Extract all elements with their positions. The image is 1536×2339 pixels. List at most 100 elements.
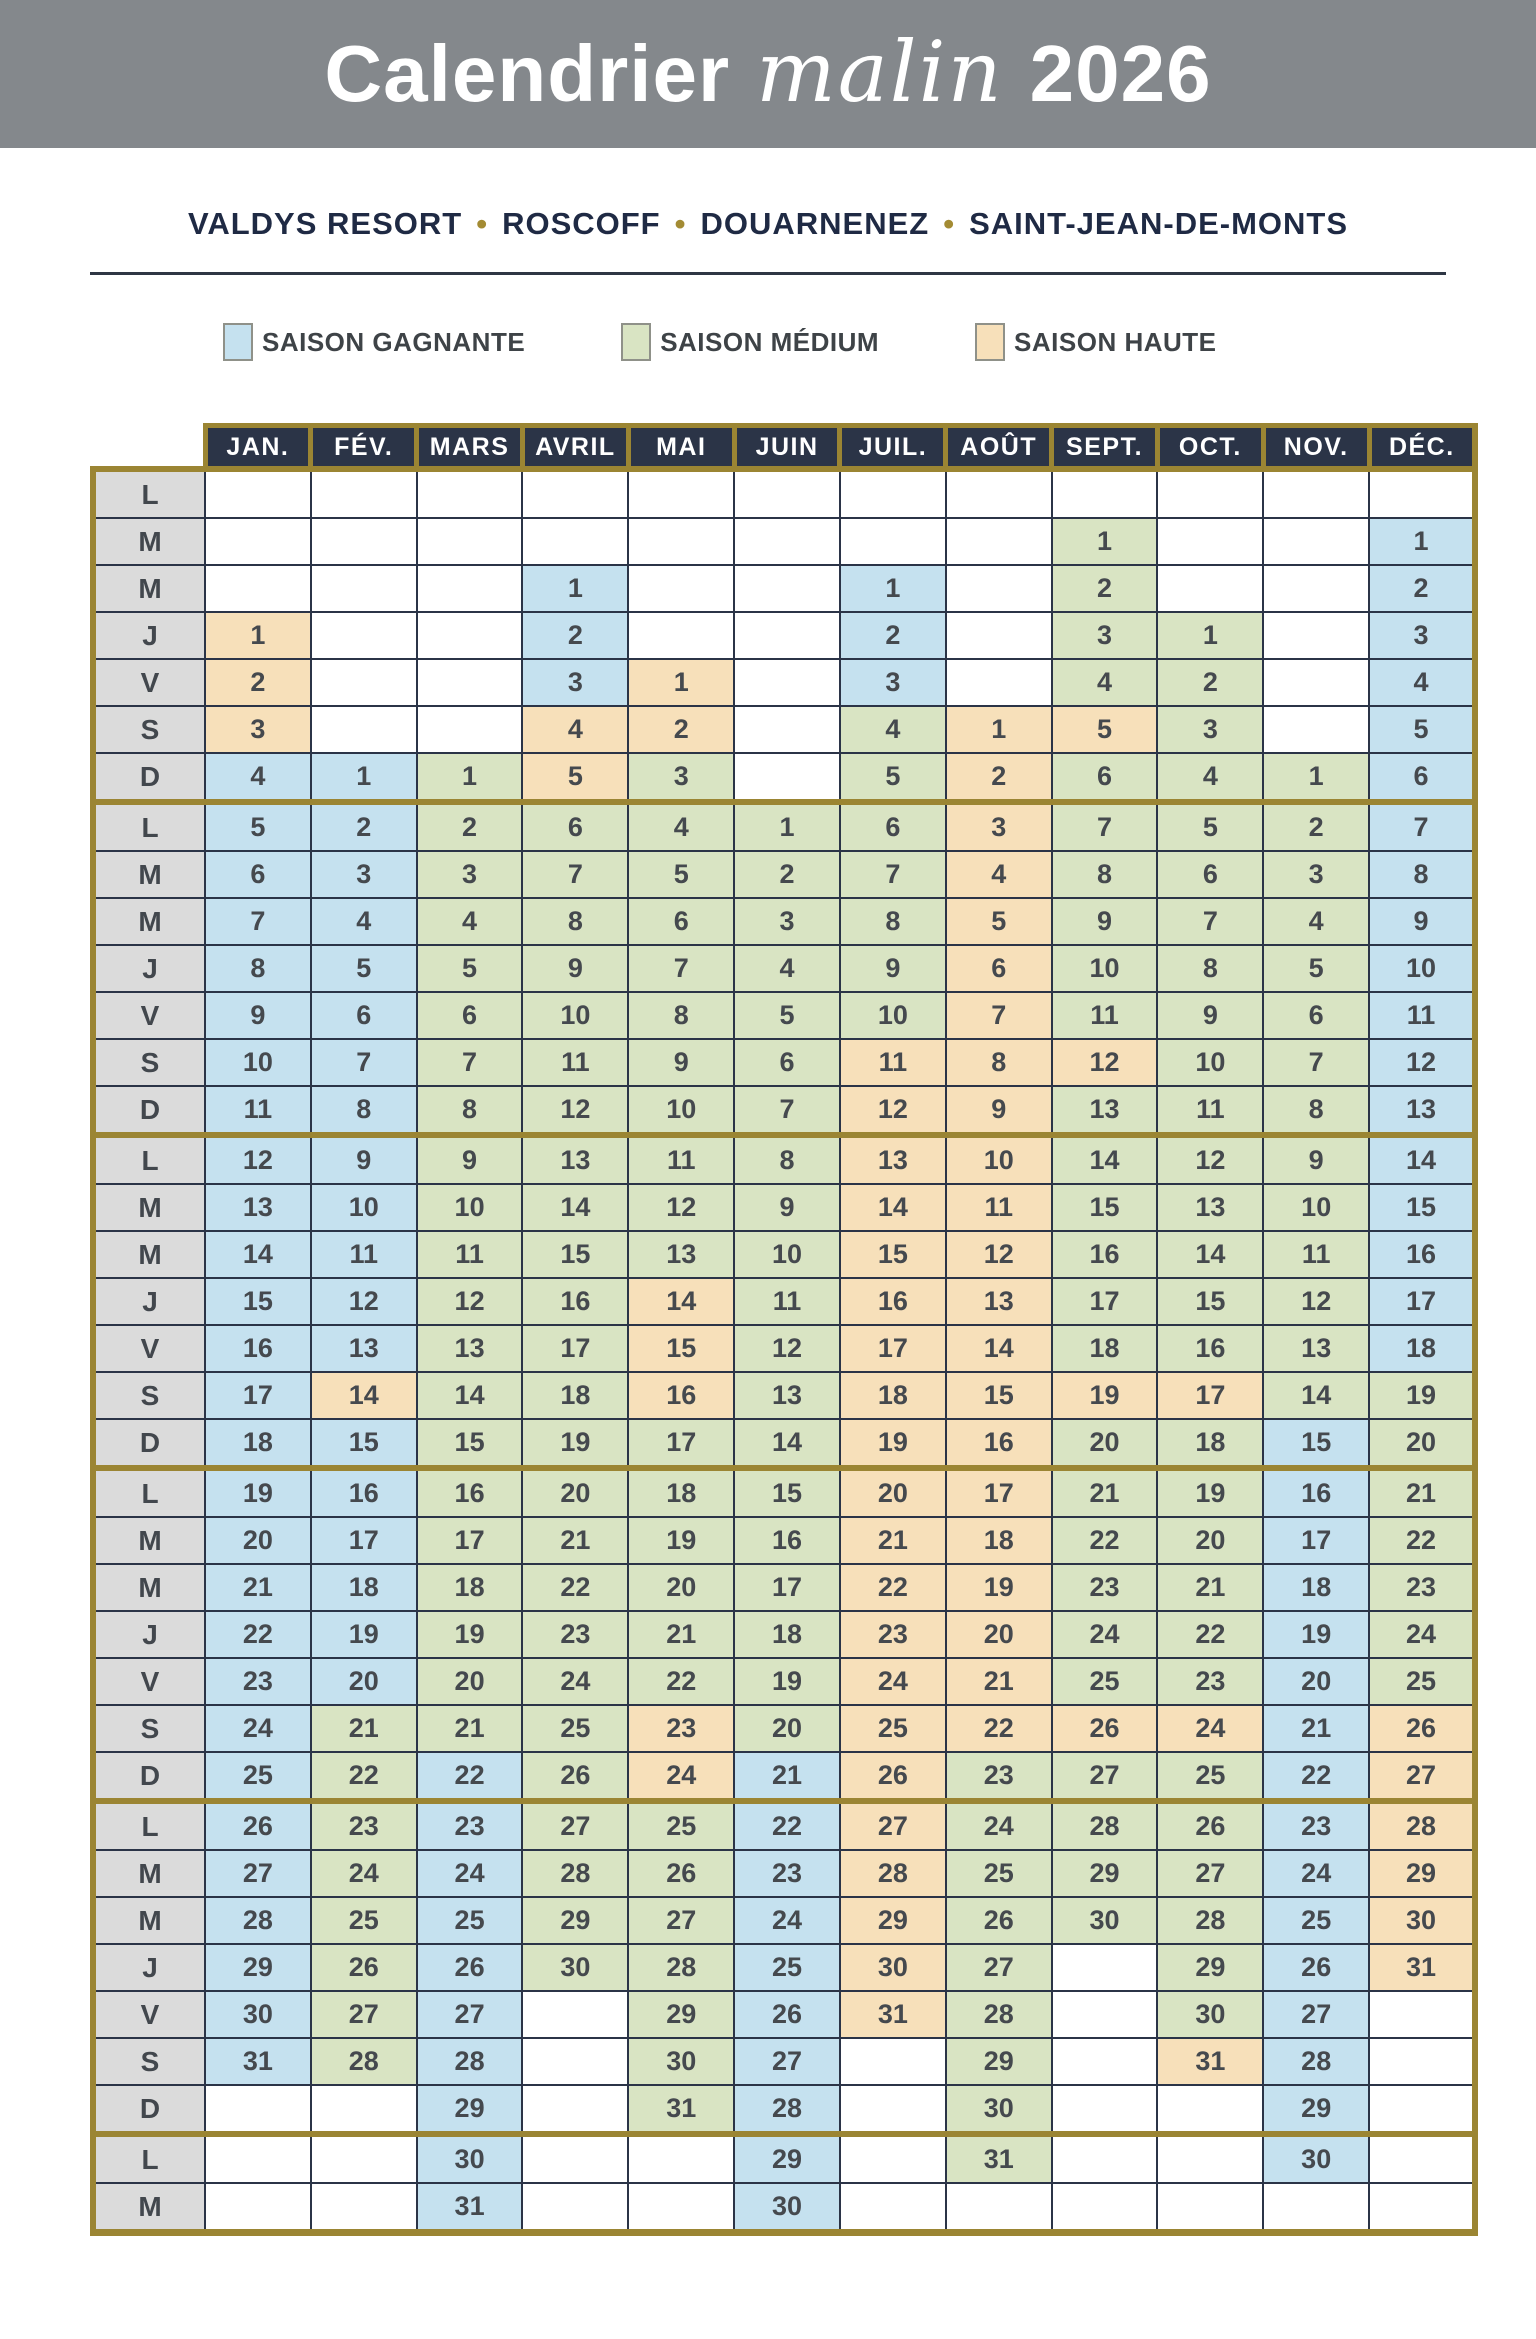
day-cell: 30: [627, 2037, 736, 2086]
bullet-separator: •: [476, 206, 489, 241]
day-cell: 10: [733, 1230, 841, 1279]
day-cell: 28: [521, 1849, 630, 1898]
empty-cell: [1368, 1990, 1478, 2039]
empty-cell: [944, 466, 1053, 519]
empty-cell: [1156, 2182, 1265, 2236]
resort-name: DOUARNENEZ: [700, 206, 930, 241]
day-cell: 11: [415, 1230, 524, 1279]
empty-cell: [1050, 2037, 1159, 2086]
weekday-label: M: [90, 1896, 206, 1945]
day-cell: 29: [627, 1990, 736, 2039]
empty-cell: [309, 2084, 418, 2135]
resorts-subtitle: VALDYS RESORT • ROSCOFF • DOUARNENEZ • SAINT-J…: [0, 206, 1536, 242]
day-cell: 22: [415, 1751, 524, 1802]
day-cell: 6: [838, 799, 947, 852]
weekday-label: J: [90, 611, 206, 660]
weekday-label: M: [90, 517, 206, 566]
empty-cell: [944, 517, 1053, 566]
week-row: V 16 13 13 17 15 12 17 14 18 16 13 18: [90, 1324, 1478, 1373]
day-cell: 25: [1050, 1657, 1159, 1706]
day-cell: 4: [733, 944, 841, 993]
empty-cell: [204, 517, 312, 566]
weekday-label: M: [90, 1183, 206, 1232]
weekday-label: D: [90, 1085, 206, 1136]
header-banner: Calendrier malin 2026: [0, 0, 1536, 148]
day-cell: 10: [521, 991, 630, 1040]
empty-cell: [1368, 2037, 1478, 2086]
day-cell: 20: [1050, 1418, 1159, 1469]
day-cell: 4: [415, 897, 524, 946]
empty-cell: [415, 705, 524, 754]
day-cell: 19: [1156, 1465, 1265, 1518]
day-cell: 27: [1156, 1849, 1265, 1898]
day-cell: 19: [944, 1563, 1053, 1612]
day-cell: 10: [415, 1183, 524, 1232]
week-row: D 11 8 8 12 10 7 12 9 13 11 8 13: [90, 1085, 1478, 1136]
day-cell: 16: [309, 1465, 418, 1518]
day-cell: 20: [415, 1657, 524, 1706]
day-cell: 15: [1368, 1183, 1478, 1232]
day-cell: 7: [944, 991, 1053, 1040]
day-cell: 4: [1262, 897, 1371, 946]
day-cell: 15: [415, 1418, 524, 1469]
day-cell: 14: [309, 1371, 418, 1420]
weekday-label: S: [90, 705, 206, 754]
corner-spacer: [93, 426, 205, 470]
day-cell: 10: [944, 1132, 1053, 1185]
day-cell: 15: [1262, 1418, 1371, 1469]
day-cell: 23: [1156, 1657, 1265, 1706]
month-header: JAN.: [202, 423, 314, 472]
day-cell: 27: [1050, 1751, 1159, 1802]
day-cell: 6: [415, 991, 524, 1040]
day-cell: 17: [204, 1371, 312, 1420]
day-cell: 6: [204, 850, 312, 899]
day-cell: 22: [627, 1657, 736, 1706]
week-row: M 14 11 11 15 13 10 15 12 16 14 11 16: [90, 1230, 1478, 1279]
day-cell: 25: [733, 1943, 841, 1992]
day-cell: 8: [521, 897, 630, 946]
week-row: M 20 17 17 21 19 16 21 18 22 20 17 22: [90, 1516, 1478, 1565]
day-cell: 2: [1050, 564, 1159, 613]
day-cell: 2: [733, 850, 841, 899]
weekday-label: M: [90, 1516, 206, 1565]
weekday-label: S: [90, 1371, 206, 1420]
day-cell: 13: [944, 1277, 1053, 1326]
empty-cell: [733, 752, 841, 803]
day-cell: 2: [521, 611, 630, 660]
day-cell: 21: [309, 1704, 418, 1753]
empty-cell: [1262, 564, 1371, 613]
day-cell: 8: [627, 991, 736, 1040]
day-cell: 2: [944, 752, 1053, 803]
week-row: J 8 5 5 9 7 4 9 6 10 8 5 10: [90, 944, 1478, 993]
legend-item-medium: SAISON MÉDIUM: [621, 323, 879, 361]
day-cell: 18: [204, 1418, 312, 1469]
calendar-grid: JAN. FÉV. MARS AVRIL MAI JUIN JUIL. AOÛT SEPT. OC…: [90, 423, 1478, 2236]
day-cell: 5: [1368, 705, 1478, 754]
day-cell: 27: [627, 1896, 736, 1945]
empty-cell: [204, 2182, 312, 2236]
page-title: Calendrier malin 2026: [324, 23, 1211, 121]
empty-cell: [944, 611, 1053, 660]
month-header: JUIN: [731, 423, 843, 472]
empty-cell: [1368, 466, 1478, 519]
day-cell: 5: [415, 944, 524, 993]
day-cell: 31: [1368, 1943, 1478, 1992]
empty-cell: [415, 466, 524, 519]
day-cell: 4: [1156, 752, 1265, 803]
day-cell: 24: [1156, 1704, 1265, 1753]
day-cell: 1: [309, 752, 418, 803]
title-word-malin: malin: [756, 23, 1004, 121]
day-cell: 24: [1050, 1610, 1159, 1659]
day-cell: 18: [944, 1516, 1053, 1565]
day-cell: 17: [944, 1465, 1053, 1518]
day-cell: 21: [733, 1751, 841, 1802]
day-cell: 9: [1050, 897, 1159, 946]
day-cell: 3: [1050, 611, 1159, 660]
weekday-label: L: [90, 466, 206, 519]
day-cell: 29: [521, 1896, 630, 1945]
weekday-label: L: [90, 2131, 206, 2184]
day-cell: 19: [1262, 1610, 1371, 1659]
day-cell: 6: [1050, 752, 1159, 803]
day-cell: 21: [521, 1516, 630, 1565]
weekday-label: S: [90, 2037, 206, 2086]
